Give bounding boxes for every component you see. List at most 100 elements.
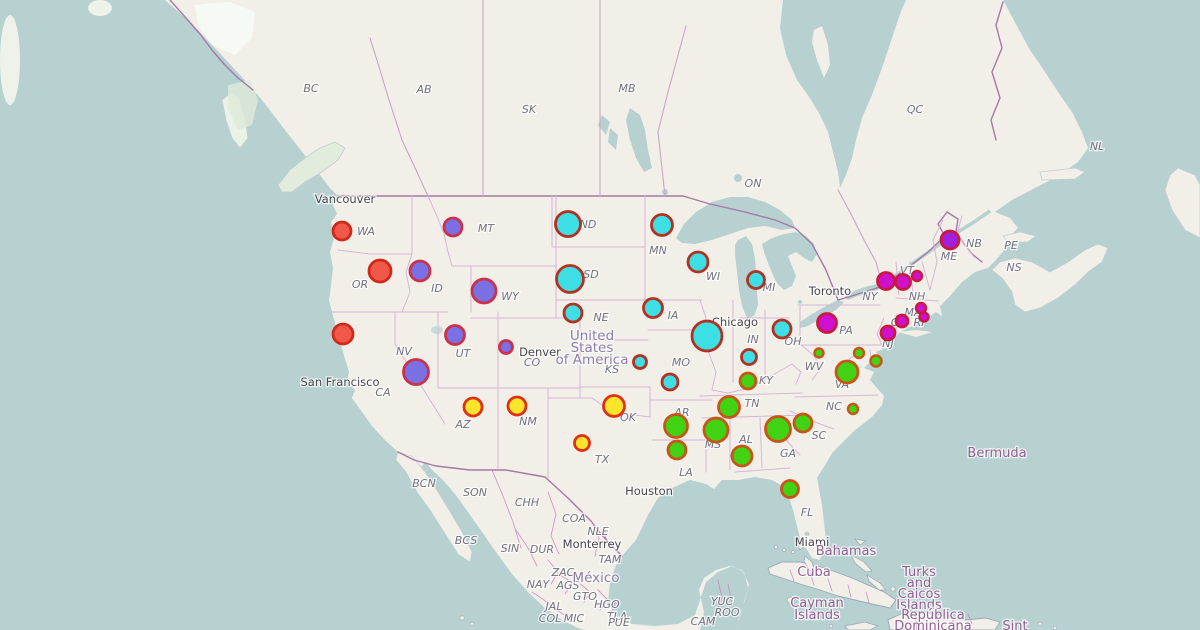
state-markers: [331, 210, 961, 499]
coast-forest-patch: [228, 80, 258, 130]
marker-RI[interactable]: [918, 311, 930, 323]
marker-SD[interactable]: [555, 264, 585, 294]
map-label-qc: QC: [907, 103, 924, 116]
marker-UT[interactable]: [444, 324, 466, 346]
map-label-cam: CAM: [691, 615, 716, 628]
cayman-islet: [829, 624, 833, 628]
map-label-son: SON: [463, 486, 487, 499]
map-label-nle: NLE: [587, 525, 608, 538]
map-label-chh: CHH: [515, 496, 539, 509]
map-label-mn: MN: [649, 244, 667, 257]
marker-MS[interactable]: [702, 416, 730, 444]
hudson-bay-island: [812, 26, 830, 78]
map-label-oh: OH: [785, 335, 802, 348]
map-label-fl: FL: [801, 506, 813, 519]
marker-PA[interactable]: [816, 312, 838, 334]
marker-TN[interactable]: [717, 395, 741, 419]
marker-AR[interactable]: [663, 413, 689, 439]
map-label-coa: COA: [562, 512, 586, 525]
lake-st-clair: [798, 300, 802, 304]
marker-VT[interactable]: [894, 273, 912, 291]
map-label-cayman-islands: Cayman Islands: [790, 596, 844, 623]
marker-CO[interactable]: [498, 339, 514, 355]
marker-ID[interactable]: [408, 259, 432, 283]
map-label-sd: SD: [583, 268, 598, 281]
map-label-dur: DUR: [530, 543, 554, 556]
map-label-tam: TAM: [599, 553, 622, 566]
marker-MO[interactable]: [660, 372, 680, 392]
marker-LA[interactable]: [666, 439, 688, 461]
map-label-id: ID: [431, 282, 443, 295]
marker-TX[interactable]: [573, 434, 591, 452]
marker-AL[interactable]: [730, 444, 754, 468]
marker-CA[interactable]: [331, 322, 355, 346]
marker-SC[interactable]: [792, 412, 814, 434]
marker-NC[interactable]: [846, 402, 860, 416]
marker-WY[interactable]: [470, 277, 498, 305]
marker-GA[interactable]: [764, 415, 792, 443]
florida-keys: [774, 545, 795, 554]
marker-MI[interactable]: [746, 270, 766, 290]
ak-islet: [88, 0, 112, 16]
marker-IN[interactable]: [740, 348, 758, 366]
map-label-houston: Houston: [625, 484, 673, 498]
lake-michigan: [735, 236, 758, 318]
map-label-ia: IA: [668, 309, 679, 322]
map-label-ut: UT: [456, 347, 472, 360]
marker-MD[interactable]: [852, 346, 866, 360]
ak-islet: [0, 15, 20, 105]
map-label-ags: AGS: [555, 579, 579, 592]
map-label-jal: JAL: [544, 600, 563, 613]
map-label-zac: ZAC: [551, 566, 575, 579]
marker-VA[interactable]: [834, 359, 860, 385]
marker-AZ[interactable]: [462, 396, 484, 418]
pacific-islet: [459, 615, 465, 621]
marker-ME[interactable]: [939, 229, 961, 251]
map-label-roo: ROO: [715, 606, 740, 619]
newfoundland: [1164, 167, 1200, 239]
lake-winnipeg: [626, 108, 652, 172]
marker-NV[interactable]: [402, 358, 430, 386]
marker-WV[interactable]: [813, 347, 825, 359]
marker-IA[interactable]: [642, 297, 664, 319]
marker-MT[interactable]: [442, 216, 464, 238]
map-label-vancouver: Vancouver: [315, 192, 376, 206]
map-label-mb: MB: [618, 82, 635, 95]
marker-NY[interactable]: [876, 271, 896, 291]
marker-KS[interactable]: [632, 354, 648, 370]
baja-peninsula: [395, 451, 473, 563]
isla-juventud: [786, 596, 794, 604]
marker-CT[interactable]: [894, 313, 910, 329]
map-label-sint: Sint: [1002, 619, 1027, 630]
marker-NE[interactable]: [562, 302, 584, 324]
marker-KY[interactable]: [738, 371, 758, 391]
map-label-bcn: BCN: [412, 477, 435, 490]
marker-WA[interactable]: [331, 220, 353, 242]
marker-OH[interactable]: [771, 318, 793, 340]
marker-OR[interactable]: [367, 258, 393, 284]
map-label-toronto: Toronto: [808, 284, 851, 298]
lake-nipigon: [734, 174, 742, 182]
map-label-or: OR: [352, 278, 368, 291]
marker-FL[interactable]: [780, 479, 800, 499]
marker-WI[interactable]: [686, 250, 710, 274]
sint-islet: [1037, 621, 1043, 627]
map-label-tx: TX: [595, 453, 610, 466]
map-label-m-xico: México: [572, 570, 619, 586]
marker-MN[interactable]: [650, 213, 674, 237]
marker-IL[interactable]: [690, 319, 724, 353]
borders: [169, 0, 1004, 630]
cuba-island: [767, 561, 897, 609]
marker-NM[interactable]: [506, 395, 528, 417]
nova-scotia: [991, 243, 1109, 313]
marker-NJ[interactable]: [879, 324, 897, 342]
marker-DE[interactable]: [869, 354, 883, 368]
marker-OK[interactable]: [602, 394, 626, 418]
map-label-col: COL: [539, 612, 561, 625]
map-label-miami: Miami: [795, 535, 830, 549]
map-label-united-states-of-america: United States of America: [556, 328, 629, 368]
marker-ND[interactable]: [554, 210, 582, 238]
sint-islet: [1052, 625, 1058, 630]
marker-NH[interactable]: [910, 269, 924, 283]
